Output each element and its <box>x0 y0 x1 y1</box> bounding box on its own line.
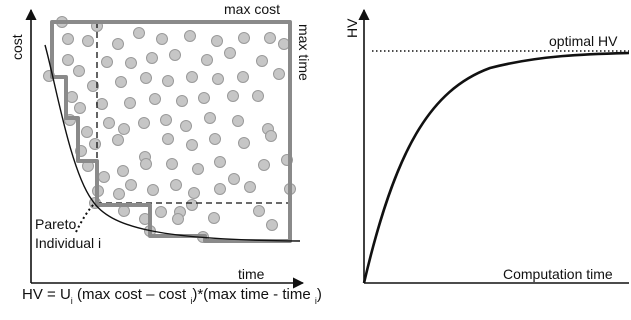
population-point <box>238 137 250 149</box>
population-point <box>74 102 86 114</box>
population-point <box>211 35 223 47</box>
population-point <box>101 56 113 68</box>
optimal-hv-label: optimal HV <box>549 33 618 49</box>
left-y-axis-label: cost <box>9 34 25 60</box>
population-point <box>96 98 108 110</box>
population-point <box>176 95 188 107</box>
population-point <box>149 93 161 105</box>
population-point <box>113 188 125 200</box>
population-point <box>125 57 137 69</box>
right-panel: HV optimal HV Computation time <box>344 8 630 284</box>
max-cost-label: max cost <box>224 1 280 17</box>
population-point <box>186 199 198 211</box>
population-point <box>169 49 181 61</box>
population-point <box>62 33 74 45</box>
population-point <box>188 187 200 199</box>
population-point <box>273 68 285 80</box>
population-point <box>147 184 159 196</box>
right-x-axis-label: Computation time <box>503 266 613 282</box>
population-point <box>98 171 110 183</box>
formula-prefix: HV = <box>22 286 60 303</box>
population-point <box>258 159 270 171</box>
formula-part1: (max cost – cost <box>76 286 191 303</box>
population-point <box>138 117 150 129</box>
population-point <box>166 158 178 170</box>
population-point <box>186 139 198 151</box>
population-point <box>227 90 239 102</box>
pareto-label: Pareto <box>35 216 76 232</box>
population-point <box>112 134 124 146</box>
population-point <box>112 38 124 50</box>
population-point <box>192 163 204 175</box>
formula-part3: ) <box>316 286 322 303</box>
population-point <box>125 179 137 191</box>
population-point <box>214 183 226 195</box>
population-point <box>244 181 256 193</box>
population-point <box>278 38 290 50</box>
formula-sub1: i <box>190 296 193 306</box>
population-point <box>103 117 115 129</box>
population-point <box>118 123 130 135</box>
population-point <box>115 76 127 88</box>
left-panel: cost time max cost max time Pareto Indiv… <box>9 1 312 289</box>
population-point <box>162 75 174 87</box>
hypervolume-formula: HV = Ui (max cost – cost i)*(max time - … <box>22 286 322 306</box>
population-point <box>146 52 158 64</box>
population-point <box>62 54 74 66</box>
population-point <box>208 212 220 224</box>
individual-label: Individual i <box>35 235 101 251</box>
formula-sub2: i <box>314 296 317 306</box>
population-point <box>265 130 277 142</box>
population-point <box>266 219 278 231</box>
hv-convergence-curve <box>362 51 630 284</box>
population-point <box>117 165 129 177</box>
population-points <box>43 16 296 243</box>
population-point <box>232 115 244 127</box>
population-point <box>162 133 174 145</box>
right-y-axis-label: HV <box>344 18 360 38</box>
population-point <box>66 91 78 103</box>
population-point <box>140 72 152 84</box>
population-point <box>186 71 198 83</box>
population-point <box>155 206 167 218</box>
population-point <box>238 32 250 44</box>
population-point <box>133 27 145 39</box>
population-point <box>180 120 192 132</box>
population-point <box>212 73 224 85</box>
population-point <box>252 90 264 102</box>
population-point <box>81 126 93 138</box>
population-point <box>170 179 182 191</box>
population-point <box>228 173 240 185</box>
population-point <box>214 156 226 168</box>
population-point <box>73 65 85 77</box>
population-point <box>264 32 276 44</box>
population-point <box>204 112 216 124</box>
formula-part2: )*(max time - time <box>192 286 315 303</box>
population-point <box>118 205 130 217</box>
population-point <box>156 33 168 45</box>
population-point <box>256 55 268 67</box>
population-point <box>124 97 136 109</box>
union-subscript: i <box>70 296 73 306</box>
population-point <box>87 80 99 92</box>
max-time-label: max time <box>296 24 312 81</box>
population-point <box>172 213 184 225</box>
union-symbol: U <box>59 286 71 303</box>
population-point <box>201 54 213 66</box>
population-point <box>224 47 236 59</box>
population-point <box>237 71 249 83</box>
population-point <box>198 92 210 104</box>
population-point <box>209 133 221 145</box>
population-point <box>160 114 172 126</box>
population-point <box>184 30 196 42</box>
population-point <box>89 138 101 150</box>
population-point <box>82 35 94 47</box>
left-x-axis-label: time <box>238 266 265 282</box>
population-point <box>140 158 152 170</box>
population-point <box>253 205 265 217</box>
pareto-front-curve <box>44 44 301 242</box>
